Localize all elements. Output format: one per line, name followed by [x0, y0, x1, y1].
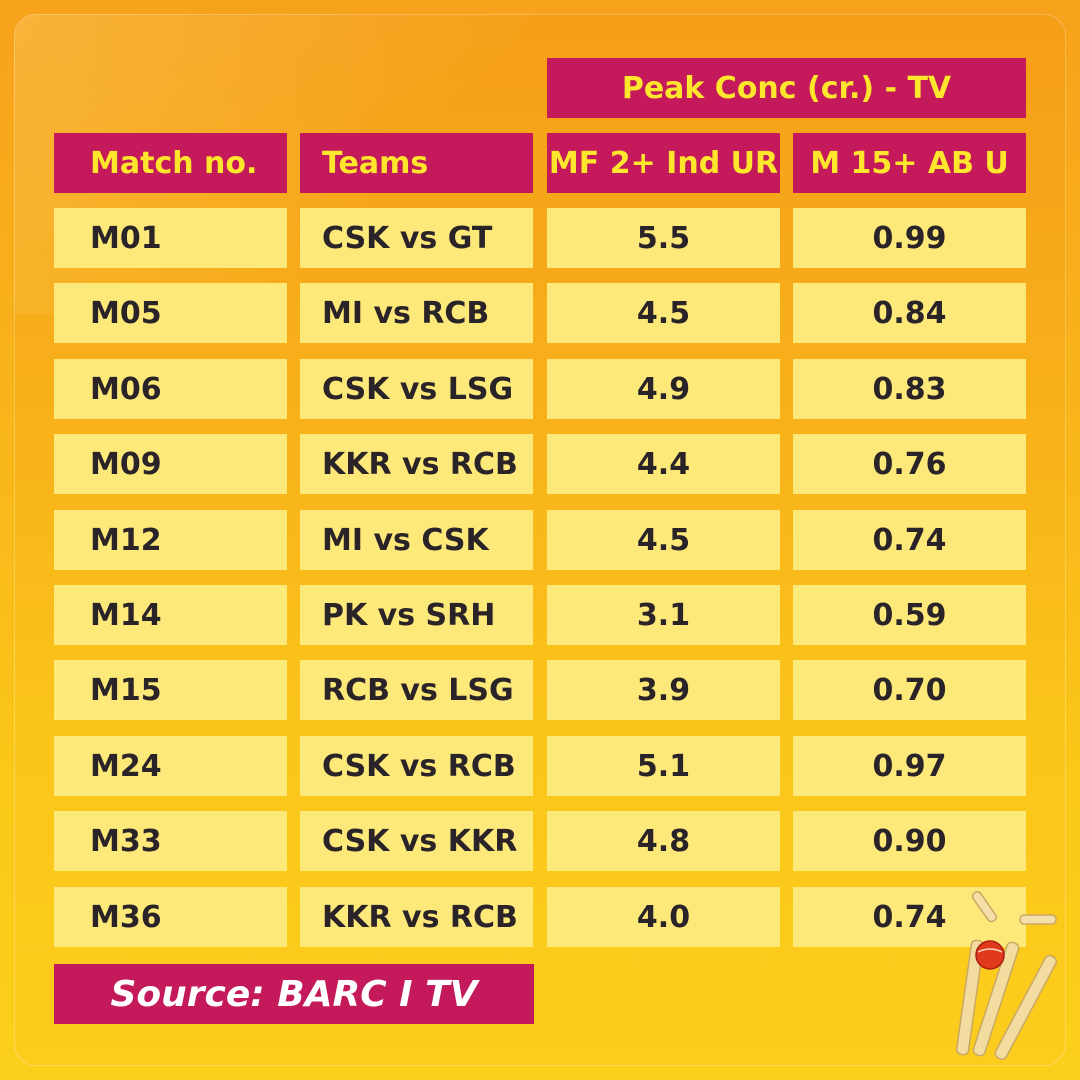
- group-header: Peak Conc (cr.) - TV: [547, 58, 1026, 118]
- cell-mf-2-ind-ur: 4.8: [547, 811, 780, 871]
- cell-m-15-ab-u: 0.59: [793, 585, 1026, 645]
- cell-mf-2-ind-ur: 3.9: [547, 660, 780, 720]
- cell-teams: PK vs SRH: [300, 585, 533, 645]
- cell-teams: KKR vs RCB: [300, 887, 533, 947]
- column-header-mf-2-ind-ur: MF 2+ Ind UR: [547, 133, 780, 193]
- cell-match-no: M01: [54, 208, 287, 268]
- cell-teams: KKR vs RCB: [300, 434, 533, 494]
- cell-m-15-ab-u: 0.76: [793, 434, 1026, 494]
- cell-teams: CSK vs GT: [300, 208, 533, 268]
- source-label: Source: BARC I TV: [54, 964, 534, 1024]
- cell-match-no: M15: [54, 660, 287, 720]
- cell-teams: CSK vs LSG: [300, 359, 533, 419]
- cell-match-no: M12: [54, 510, 287, 570]
- cell-m-15-ab-u: 0.74: [793, 887, 1026, 947]
- cricket-stumps-ball-icon: [955, 891, 1058, 1061]
- cell-mf-2-ind-ur: 3.1: [547, 585, 780, 645]
- cell-mf-2-ind-ur: 4.9: [547, 359, 780, 419]
- column-header-m-15-ab-u: M 15+ AB U: [793, 133, 1026, 193]
- cell-match-no: M09: [54, 434, 287, 494]
- cell-m-15-ab-u: 0.99: [793, 208, 1026, 268]
- cell-match-no: M24: [54, 736, 287, 796]
- cell-mf-2-ind-ur: 4.5: [547, 283, 780, 343]
- cell-match-no: M05: [54, 283, 287, 343]
- cell-mf-2-ind-ur: 4.4: [547, 434, 780, 494]
- cell-m-15-ab-u: 0.97: [793, 736, 1026, 796]
- cell-m-15-ab-u: 0.83: [793, 359, 1026, 419]
- column-header-match-no: Match no.: [54, 133, 287, 193]
- column-header-teams: Teams: [300, 133, 533, 193]
- cell-match-no: M14: [54, 585, 287, 645]
- cell-m-15-ab-u: 0.84: [793, 283, 1026, 343]
- cell-teams: CSK vs RCB: [300, 736, 533, 796]
- cell-match-no: M36: [54, 887, 287, 947]
- cell-teams: MI vs CSK: [300, 510, 533, 570]
- cell-m-15-ab-u: 0.74: [793, 510, 1026, 570]
- cell-mf-2-ind-ur: 5.5: [547, 208, 780, 268]
- cell-m-15-ab-u: 0.90: [793, 811, 1026, 871]
- cell-mf-2-ind-ur: 4.5: [547, 510, 780, 570]
- cell-mf-2-ind-ur: 4.0: [547, 887, 780, 947]
- cell-match-no: M06: [54, 359, 287, 419]
- cell-match-no: M33: [54, 811, 287, 871]
- cell-teams: MI vs RCB: [300, 283, 533, 343]
- cell-teams: RCB vs LSG: [300, 660, 533, 720]
- cell-teams: CSK vs KKR: [300, 811, 533, 871]
- cell-m-15-ab-u: 0.70: [793, 660, 1026, 720]
- cell-mf-2-ind-ur: 5.1: [547, 736, 780, 796]
